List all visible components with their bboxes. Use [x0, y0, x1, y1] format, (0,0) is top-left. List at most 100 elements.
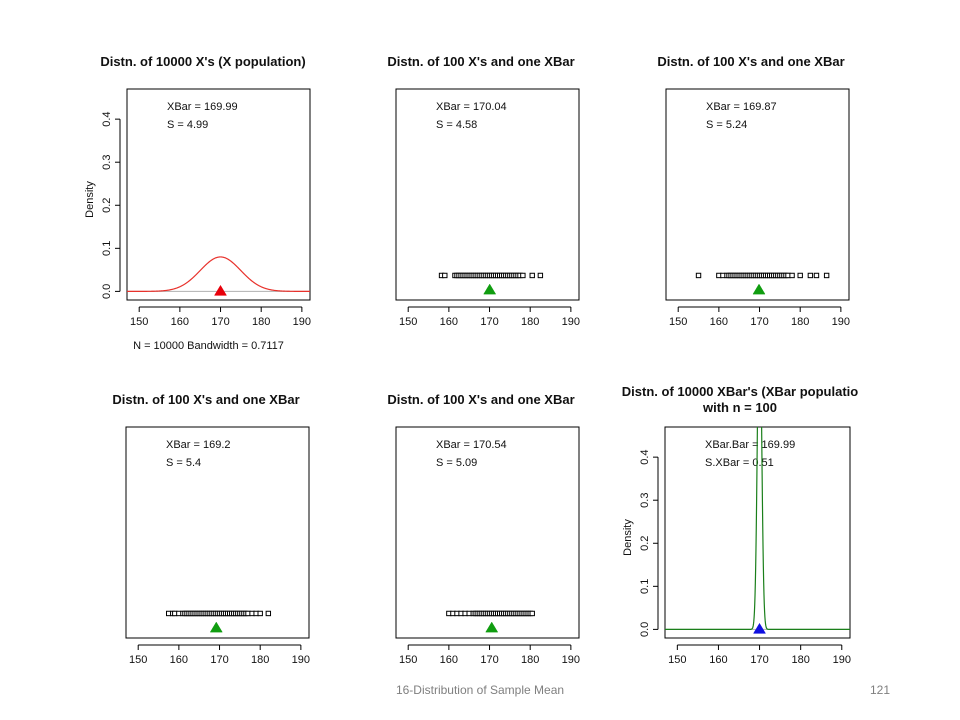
chart-1-density-curve: [127, 256, 310, 292]
chart-2-svg: Distn. of 100 X's and one XBar 150 160 170 1…: [387, 54, 580, 328]
chart-6-x-tick-label: 170: [750, 654, 768, 666]
chart-3-stat-1: XBar = 169.87: [706, 101, 777, 113]
chart-1-y-tick-label: 0.0: [101, 284, 113, 299]
chart-3-svg: Distn. of 100 X's and one XBar 150 160 170 1…: [657, 54, 850, 328]
chart-3-data-point: [797, 272, 803, 279]
chart-3-plot-frame: [665, 88, 850, 301]
chart-2-data-point: [520, 272, 526, 279]
chart-6-density-curve: [665, 427, 850, 630]
chart-1-plot-frame: [126, 88, 311, 301]
chart-4-svg: Distn. of 100 X's and one XBar 150 160 170 1…: [112, 392, 310, 666]
chart-2-data-point: [537, 272, 544, 279]
chart-6-title: Distn. of 10000 XBar's (XBar populatio: [622, 384, 858, 399]
chart-4-plot-frame: [125, 426, 310, 639]
chart-4-stat-2: S = 5.4: [166, 457, 201, 469]
chart-4-data-point: [257, 610, 263, 617]
chart-5-x-tick-label: 190: [562, 654, 580, 666]
chart-1-mean-marker: [214, 284, 227, 296]
chart-panel-4: Distn. of 100 X's and one XBar 150 160 170 1…: [95, 388, 325, 678]
chart-3-data-point: [789, 272, 795, 279]
chart-4-title: Distn. of 100 X's and one XBar: [112, 392, 299, 407]
chart-6-y-tick-label: 0.3: [639, 493, 651, 508]
chart-5-stat-1: XBar = 170.54: [436, 439, 507, 451]
chart-5-x-tick-label: 170: [480, 654, 498, 666]
chart-2-x-tick-label: 180: [521, 316, 539, 328]
chart-3-x-tick-label: 180: [791, 316, 809, 328]
chart-6-x-tick-label: 180: [791, 654, 809, 666]
chart-3-data-point: [823, 272, 830, 279]
chart-1-y-tick-label: 0.1: [101, 241, 113, 256]
chart-1-y-axis-label: Density: [84, 181, 96, 218]
chart-4-x-tick-label: 190: [292, 654, 310, 666]
chart-4-stat-1: XBar = 169.2: [166, 439, 231, 451]
chart-3-x-tick-label: 170: [750, 316, 768, 328]
chart-6-stat-1: XBar.Bar = 169.99: [705, 439, 795, 451]
chart-panel-2: Distn. of 100 X's and one XBar 150 160 170 1…: [370, 50, 600, 340]
chart-3-x-tick-label: 150: [669, 316, 687, 328]
chart-5-x-tick-label: 180: [521, 654, 539, 666]
chart-1-y-tick-label: 0.4: [101, 111, 113, 126]
chart-4-mean-marker: [209, 621, 223, 633]
chart-2-mean-marker: [483, 283, 497, 295]
chart-2-stat-2: S = 4.58: [436, 119, 477, 131]
chart-2-data-point: [529, 272, 535, 279]
chart-2-x-tick-label: 160: [440, 316, 458, 328]
chart-5-data-point: [529, 610, 535, 617]
chart-1-y-tick-label: 0.3: [101, 155, 113, 170]
chart-6-title-line-2: with n = 100: [702, 400, 777, 415]
chart-6-stat-2: S.XBar = 0.51: [705, 457, 774, 469]
chart-1-subtitle: N = 10000 Bandwidth = 0.7117: [133, 340, 284, 352]
chart-panel-3: Distn. of 100 X's and one XBar 150 160 170 1…: [640, 50, 870, 340]
chart-5-title: Distn. of 100 X's and one XBar: [387, 392, 574, 407]
chart-5-x-tick-label: 150: [399, 654, 417, 666]
chart-panel-6: Distn. of 10000 XBar's (XBar populatio wi…: [600, 380, 880, 680]
chart-6-svg: Distn. of 10000 XBar's (XBar populatiowi…: [622, 384, 858, 666]
chart-1-x-tick-label: 180: [252, 316, 270, 328]
chart-1-title: Distn. of 10000 X's (X population): [100, 54, 305, 69]
chart-3-mean-marker: [752, 283, 766, 295]
chart-1-stat-2: S = 4.99: [167, 119, 208, 131]
chart-5-mean-marker: [485, 621, 499, 633]
chart-1-stat-1: XBar = 169.99: [167, 101, 238, 113]
chart-1-x-tick-label: 170: [211, 316, 229, 328]
chart-6-mean-marker: [753, 622, 766, 634]
chart-4-data-point: [265, 610, 272, 617]
chart-3-title: Distn. of 100 X's and one XBar: [657, 54, 844, 69]
chart-6-y-tick-label: 0.0: [639, 622, 651, 637]
chart-2-stat-1: XBar = 170.04: [436, 101, 507, 113]
chart-5-svg: Distn. of 100 X's and one XBar 150 160 170 1…: [387, 392, 580, 666]
chart-3-x-tick-label: 190: [832, 316, 850, 328]
chart-1-x-tick-label: 190: [293, 316, 311, 328]
page-number: 121: [869, 683, 891, 697]
chart-4-x-tick-label: 170: [210, 654, 228, 666]
chart-panel-5: Distn. of 100 X's and one XBar 150 160 170 1…: [370, 388, 600, 678]
chart-2-data-point: [442, 272, 448, 279]
chart-panel-1: Distn. of 10000 X's (X population) 150 160…: [70, 50, 320, 360]
chart-5-x-tick-label: 160: [440, 654, 458, 666]
chart-5-stat-2: S = 5.09: [436, 457, 477, 469]
chart-6-y-axis-label: Density: [622, 519, 634, 556]
chart-3-data-point: [695, 272, 702, 279]
chart-2-x-tick-label: 150: [399, 316, 417, 328]
chart-6-x-tick-label: 190: [833, 654, 851, 666]
chart-4-x-tick-label: 150: [129, 654, 147, 666]
chart-6-x-tick-label: 160: [709, 654, 727, 666]
chart-2-title: Distn. of 100 X's and one XBar: [387, 54, 574, 69]
chart-6-y-tick-label: 0.2: [639, 536, 651, 551]
chart-1-svg: Distn. of 10000 X's (X population) 150 160…: [84, 54, 311, 352]
chart-3-data-point: [813, 272, 820, 279]
chart-3-stat-2: S = 5.24: [706, 119, 747, 131]
chart-5-plot-frame: [395, 426, 580, 639]
chart-4-x-tick-label: 180: [251, 654, 269, 666]
chart-6-x-tick-label: 150: [668, 654, 686, 666]
chart-1-x-tick-label: 160: [171, 316, 189, 328]
chart-1-y-tick-label: 0.2: [101, 198, 113, 213]
chart-3-x-tick-label: 160: [710, 316, 728, 328]
chart-4-x-tick-label: 160: [170, 654, 188, 666]
footer-title: 16-Distribution of Sample Mean: [395, 683, 565, 697]
chart-2-x-tick-label: 190: [562, 316, 580, 328]
chart-3-data-point: [807, 272, 814, 279]
chart-1-x-tick-label: 150: [130, 316, 148, 328]
chart-2-x-tick-label: 170: [480, 316, 498, 328]
chart-2-plot-frame: [395, 88, 580, 301]
